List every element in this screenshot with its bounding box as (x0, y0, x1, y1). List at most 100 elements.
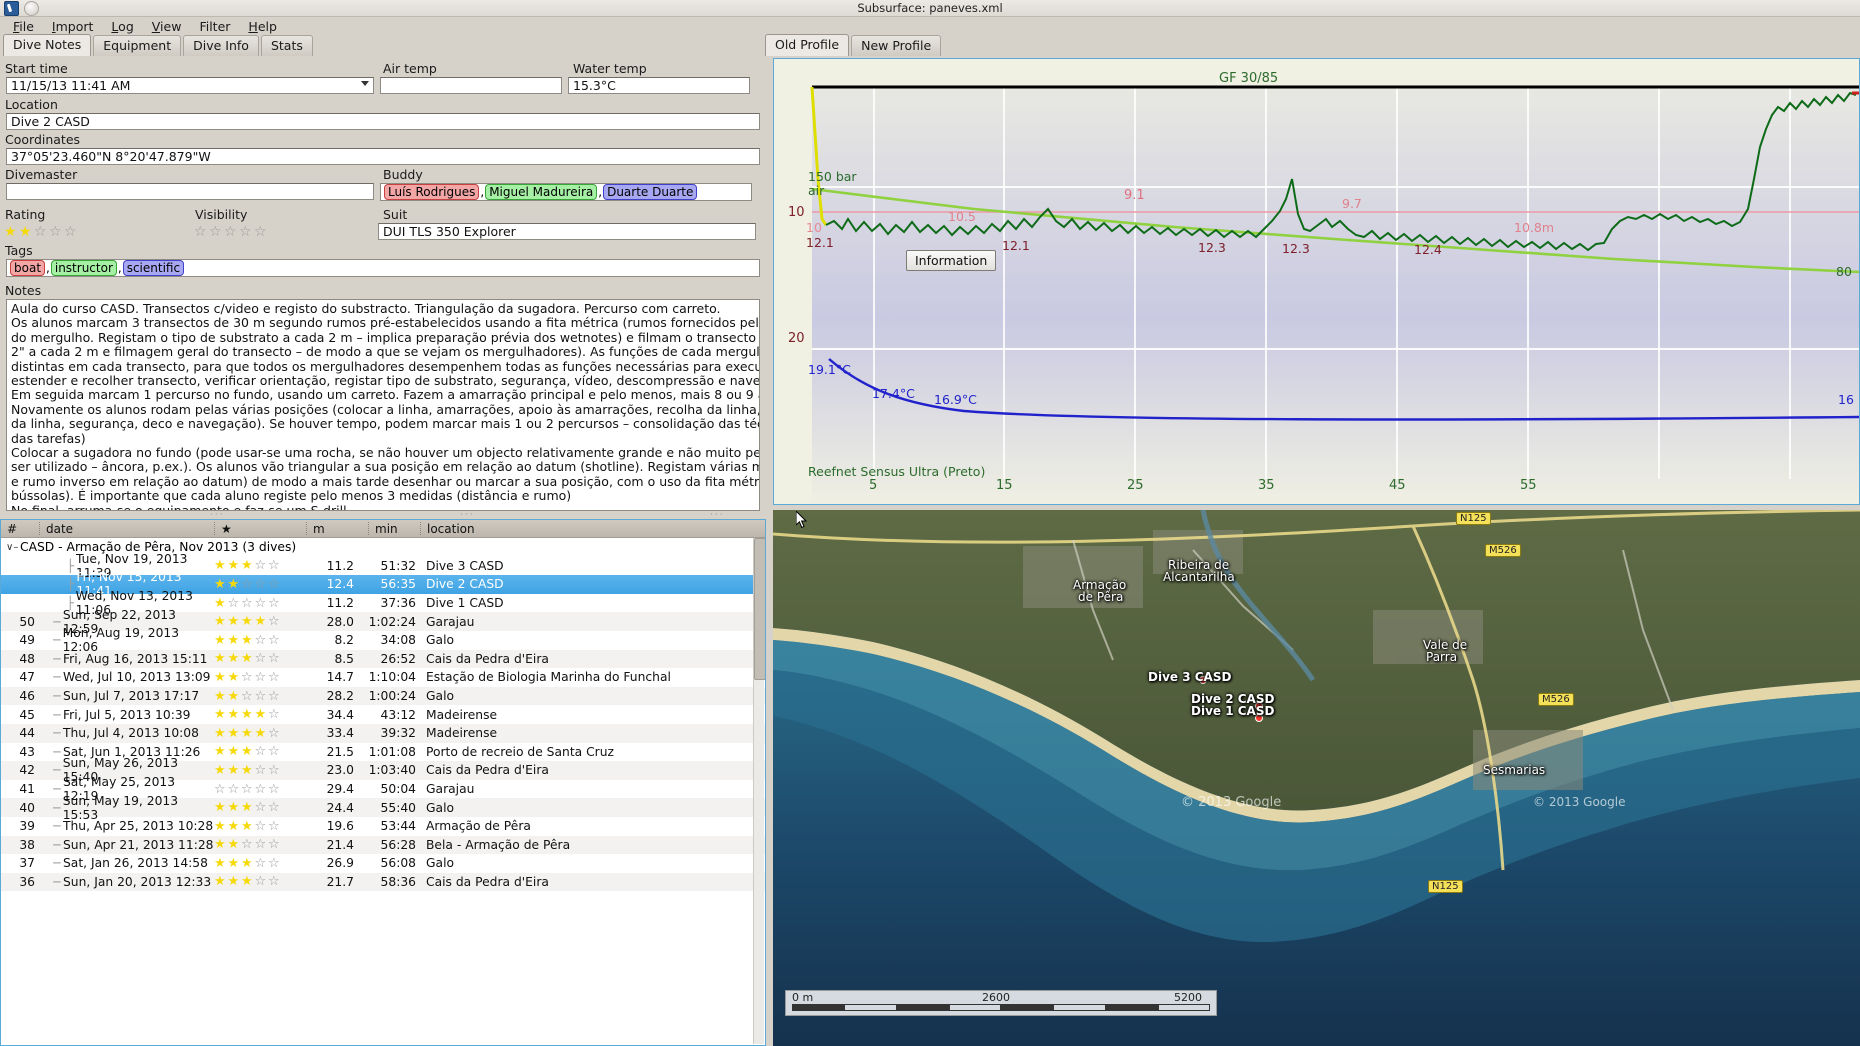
tags-input[interactable]: boat, instructor, scientific (6, 259, 760, 277)
tab-dive-info[interactable]: Dive Info (183, 35, 259, 56)
menu-log[interactable]: Log (111, 19, 134, 34)
dive-location-cell: Dive 3 CASD (426, 558, 504, 573)
buddy-tag[interactable]: Luís Rodrigues (384, 184, 480, 200)
tree-line-icon: ─ (53, 800, 61, 815)
notes-textarea[interactable]: Aula do curso CASD. Transectos c/video e… (6, 299, 760, 511)
information-button[interactable]: Information (906, 250, 997, 271)
menu-import[interactable]: Import (51, 19, 94, 34)
table-row[interactable]: 47 ─ Wed, Jul 10, 2013 13:09 ★ ★ ☆ ☆ ☆ 14.7 1:10… (1, 668, 765, 687)
menu-filter[interactable]: Filter (199, 19, 231, 34)
star-icon[interactable]: ☆ (224, 223, 237, 240)
table-row[interactable]: 46 ─ Sun, Jul 7, 2013 17:17 ★ ★ ☆ ☆ ☆ 28.2 1:00:… (1, 686, 765, 706)
column-header-number[interactable]: # (7, 521, 18, 536)
table-row[interactable]: 40 ─ Sun, May 19, 2013 15:53 ★ ★ ★ ☆ ☆ 24.4 55:4… (1, 794, 765, 822)
star-icon[interactable]: ☆ (64, 223, 77, 240)
dive-date-text: Fri, Jul 5, 2013 10:39 (63, 707, 191, 722)
tab-stats[interactable]: Stats (260, 35, 313, 56)
column-header-duration[interactable]: min (368, 522, 420, 536)
suit-input[interactable]: DUI TLS 350 Explorer (378, 223, 756, 240)
dive-list[interactable]: # date ★ m min location ∨– CASD - Armaçã… (0, 519, 766, 1046)
table-row[interactable]: 50 ─ Sun, Sep 22, 2013 12:59 ★ ★ ★ ★ ☆ 28.0 1:02… (1, 608, 765, 636)
table-row[interactable]: 36 ─ Sun, Jan 20, 2013 12:33 ★ ★ ★ ☆ ☆ 21.7 58:3… (1, 872, 765, 892)
window-menu-icon[interactable] (24, 1, 39, 16)
dive-duration-cell: 50:04 (380, 782, 416, 797)
menu-file[interactable]: File (13, 19, 34, 34)
table-row[interactable]: 39 ─ Thu, Apr 25, 2013 10:28 ★ ★ ★ ☆ ☆ 19.6 53:4… (1, 817, 765, 836)
water-temp-input[interactable]: 15.3°C (568, 77, 750, 94)
menu-view[interactable]: View (151, 19, 182, 34)
tab-old-profile[interactable]: Old Profile (765, 34, 850, 56)
table-row[interactable]: 41 ─ Sat, May 25, 2013 12:19 ☆ ☆ ☆ ☆ ☆ 29.4 50:0… (1, 775, 765, 803)
dive-list-group-row[interactable]: ∨– CASD - Armação de Pêra, Nov 2013 (3 d… (1, 538, 765, 557)
splitter-dots: ··· (460, 510, 475, 520)
table-row[interactable]: 49 ─ Mon, Aug 19, 2013 12:06 ★ ★ ★ ☆ ☆ 8.2 34:08… (1, 626, 765, 654)
table-row[interactable]: ├ Tue, Nov 19, 2013 11:39 ★ ★ ★ ☆ ☆ 11.2 51:32 D… (1, 552, 765, 580)
dive-profile-plot[interactable]: GF 30/85 150 bar air 10 20 10 12.1 10.5 … (773, 58, 1860, 505)
table-row[interactable]: 43 ─ Sat, Jun 1, 2013 11:26 ★ ★ ★ ☆ ☆ 21.5 1:01:… (1, 743, 765, 762)
buddy-tag[interactable]: Duarte Duarte (603, 184, 698, 200)
tag-chip[interactable]: instructor (50, 260, 117, 276)
visibility-stars[interactable]: ☆ ☆ ☆ ☆ ☆ (194, 225, 378, 239)
tab-dive-notes[interactable]: Dive Notes (3, 34, 92, 56)
air-temp-input[interactable] (380, 77, 562, 94)
column-header-location[interactable]: location (420, 522, 765, 536)
star-icon[interactable]: ★ (4, 223, 17, 240)
star-icon: ★ (214, 688, 226, 704)
tag-chip[interactable]: boat (10, 260, 46, 276)
start-time-input[interactable]: 11/15/13 11:41 AM (6, 77, 374, 94)
table-row[interactable]: 44 ─ Thu, Jul 4, 2013 10:08 ★ ★ ★ ★ ☆ 33.4 39:32… (1, 723, 765, 743)
buddy-separator: , (480, 185, 485, 199)
dive-duration-cell: 58:36 (380, 874, 416, 889)
star-icon: ★ (241, 614, 253, 630)
column-header-date[interactable]: date (39, 522, 214, 536)
table-row[interactable]: 45 ─ Fri, Jul 5, 2013 10:39 ★ ★ ★ ★ ☆ 34.4 43:12… (1, 705, 765, 724)
depth-event-label: 12.1 (806, 235, 834, 250)
divemaster-input[interactable] (6, 183, 374, 200)
table-row[interactable]: 38 ─ Sun, Apr 21, 2013 11:28 ★ ★ ☆ ☆ ☆ 21.4 56:2… (1, 835, 765, 855)
buddy-input[interactable]: Luís Rodrigues, Miguel Madureira, Duarte… (380, 183, 752, 201)
dive-depth-cell: 33.4 (326, 726, 354, 741)
buddy-tag[interactable]: Miguel Madureira (485, 184, 598, 200)
dive-number-cell: 41 (19, 782, 35, 797)
rating-stars[interactable]: ★ ★ ☆ ☆ ☆ (4, 225, 190, 239)
table-row[interactable]: ├ Wed, Nov 13, 2013 11:06 ★ ☆ ☆ ☆ ☆ 11.2 37:36 D… (1, 589, 765, 617)
chevron-down-icon[interactable]: ∨– (6, 541, 19, 553)
dive-date-text: Sun, Sep 22, 2013 12:59 (62, 607, 176, 636)
dive-rating-cell: ★ ★ ★ ★ ☆ (214, 708, 306, 721)
dive-depth-cell: 29.4 (326, 782, 354, 797)
dive-number-cell: 50 (19, 614, 35, 629)
horizontal-splitter[interactable]: ··· ··· ··· (0, 510, 766, 520)
star-icon[interactable]: ☆ (34, 223, 47, 240)
table-row[interactable]: 37 ─ Sat, Jan 26, 2013 14:58 ★ ★ ★ ☆ ☆ 26.9 56:0… (1, 854, 765, 873)
star-icon: ☆ (254, 688, 267, 704)
menu-help[interactable]: Help (248, 19, 277, 34)
tree-line-icon: ├ (67, 577, 75, 592)
dive-number-cell: 36 (19, 874, 35, 889)
star-icon[interactable]: ★ (19, 223, 32, 240)
tab-equipment[interactable]: Equipment (93, 35, 182, 56)
scale-ticks (792, 1004, 1210, 1011)
tag-chip[interactable]: scientific (122, 260, 185, 276)
map-view[interactable]: Dive 3 CASD Dive 2 CASD Dive 1 CASD Arma… (773, 510, 1860, 1046)
table-row[interactable]: ├ Fri, Nov 15, 2013 11:41 ★ ★ ☆ ☆ ☆ 12.4 56:35 D… (1, 570, 765, 598)
table-row[interactable]: 48 ─ Fri, Aug 16, 2013 15:11 ★ ★ ★ ☆ ☆ 8.5 26:52… (1, 649, 765, 669)
tab-new-profile[interactable]: New Profile (851, 35, 942, 56)
star-icon[interactable]: ☆ (239, 223, 252, 240)
column-header-rating[interactable]: ★ (214, 522, 306, 536)
coordinates-input[interactable]: 37°05'23.460"N 8°20'47.879"W (6, 148, 760, 165)
dive-depth-cell: 8.2 (334, 633, 354, 648)
dive-list-scrollbar[interactable] (753, 538, 765, 1044)
star-icon[interactable]: ☆ (209, 223, 222, 240)
dive-date-cell: ─ Sun, May 19, 2013 15:53 (39, 794, 214, 822)
star-icon: ☆ (241, 669, 253, 685)
chevron-down-icon[interactable] (361, 81, 369, 86)
scrollbar-thumb[interactable] (754, 538, 765, 680)
column-header-depth[interactable]: m (306, 522, 368, 536)
star-icon[interactable]: ☆ (254, 223, 267, 240)
star-icon[interactable]: ☆ (49, 223, 62, 240)
table-row[interactable]: 42 ─ Sun, May 26, 2013 15:40 ★ ★ ★ ☆ ☆ 23.0 1:03… (1, 756, 765, 784)
road-shield: N125 (1456, 512, 1491, 525)
dive-rating-cell: ★ ★ ★ ☆ ☆ (214, 875, 306, 888)
star-icon[interactable]: ☆ (194, 223, 207, 240)
location-input[interactable]: Dive 2 CASD (6, 113, 760, 130)
